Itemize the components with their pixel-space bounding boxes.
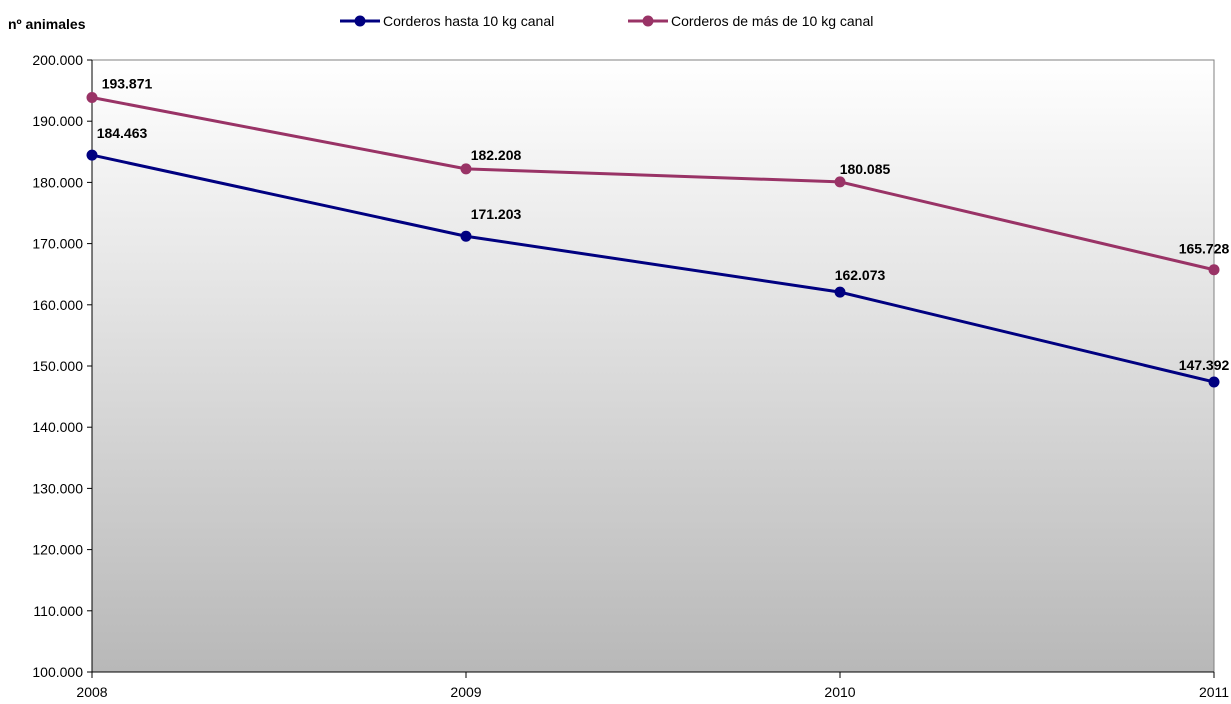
data-label: 193.871	[102, 76, 153, 92]
data-point	[1208, 264, 1220, 276]
data-point	[86, 149, 98, 161]
data-point	[86, 92, 98, 104]
data-point	[460, 230, 472, 242]
legend: Corderos hasta 10 kg canal Corderos de má…	[340, 13, 873, 29]
y-axis-title: nº animales	[8, 16, 86, 32]
data-label: 162.073	[835, 267, 886, 283]
data-label: 171.203	[471, 206, 522, 222]
data-point	[1208, 376, 1220, 388]
y-tick-label: 150.000	[32, 358, 83, 374]
x-tick-label: 2008	[76, 684, 107, 700]
plot-area	[92, 60, 1214, 672]
legend-marker	[354, 15, 366, 27]
x-tick-label: 2009	[450, 684, 481, 700]
data-label: 184.463	[97, 125, 148, 141]
legend-marker	[642, 15, 654, 27]
y-tick-label: 200.000	[32, 52, 83, 68]
data-point	[460, 163, 472, 175]
axes: 100.000 110.000 120.000 130.000 140.000 150.0…	[32, 52, 1229, 700]
data-point	[834, 286, 846, 298]
y-tick-label: 190.000	[32, 113, 83, 129]
y-tick-label: 100.000	[32, 664, 83, 680]
x-tick-label: 2010	[824, 684, 855, 700]
y-tick-label: 120.000	[32, 542, 83, 558]
y-tick-label: 140.000	[32, 419, 83, 435]
y-tick-label: 180.000	[32, 174, 83, 190]
data-label: 147.392	[1179, 357, 1230, 373]
data-label: 165.728	[1179, 241, 1230, 257]
series-layer	[86, 92, 1220, 388]
series-line	[91, 153, 1215, 384]
series-line	[91, 96, 1215, 272]
y-tick-label: 170.000	[32, 236, 83, 252]
y-tick-label: 110.000	[33, 603, 83, 619]
data-labels: 184.463 171.203 162.073 147.392 193.871 182.2…	[97, 76, 1230, 373]
legend-label: Corderos hasta 10 kg canal	[383, 13, 554, 29]
data-label: 182.208	[471, 147, 522, 163]
x-tick-label: 2011	[1199, 684, 1229, 700]
legend-label: Corderos de más de 10 kg canal	[671, 13, 873, 29]
data-label: 180.085	[840, 161, 891, 177]
y-tick-label: 160.000	[32, 297, 83, 313]
y-tick-label: 130.000	[32, 480, 83, 496]
data-point	[834, 176, 846, 188]
